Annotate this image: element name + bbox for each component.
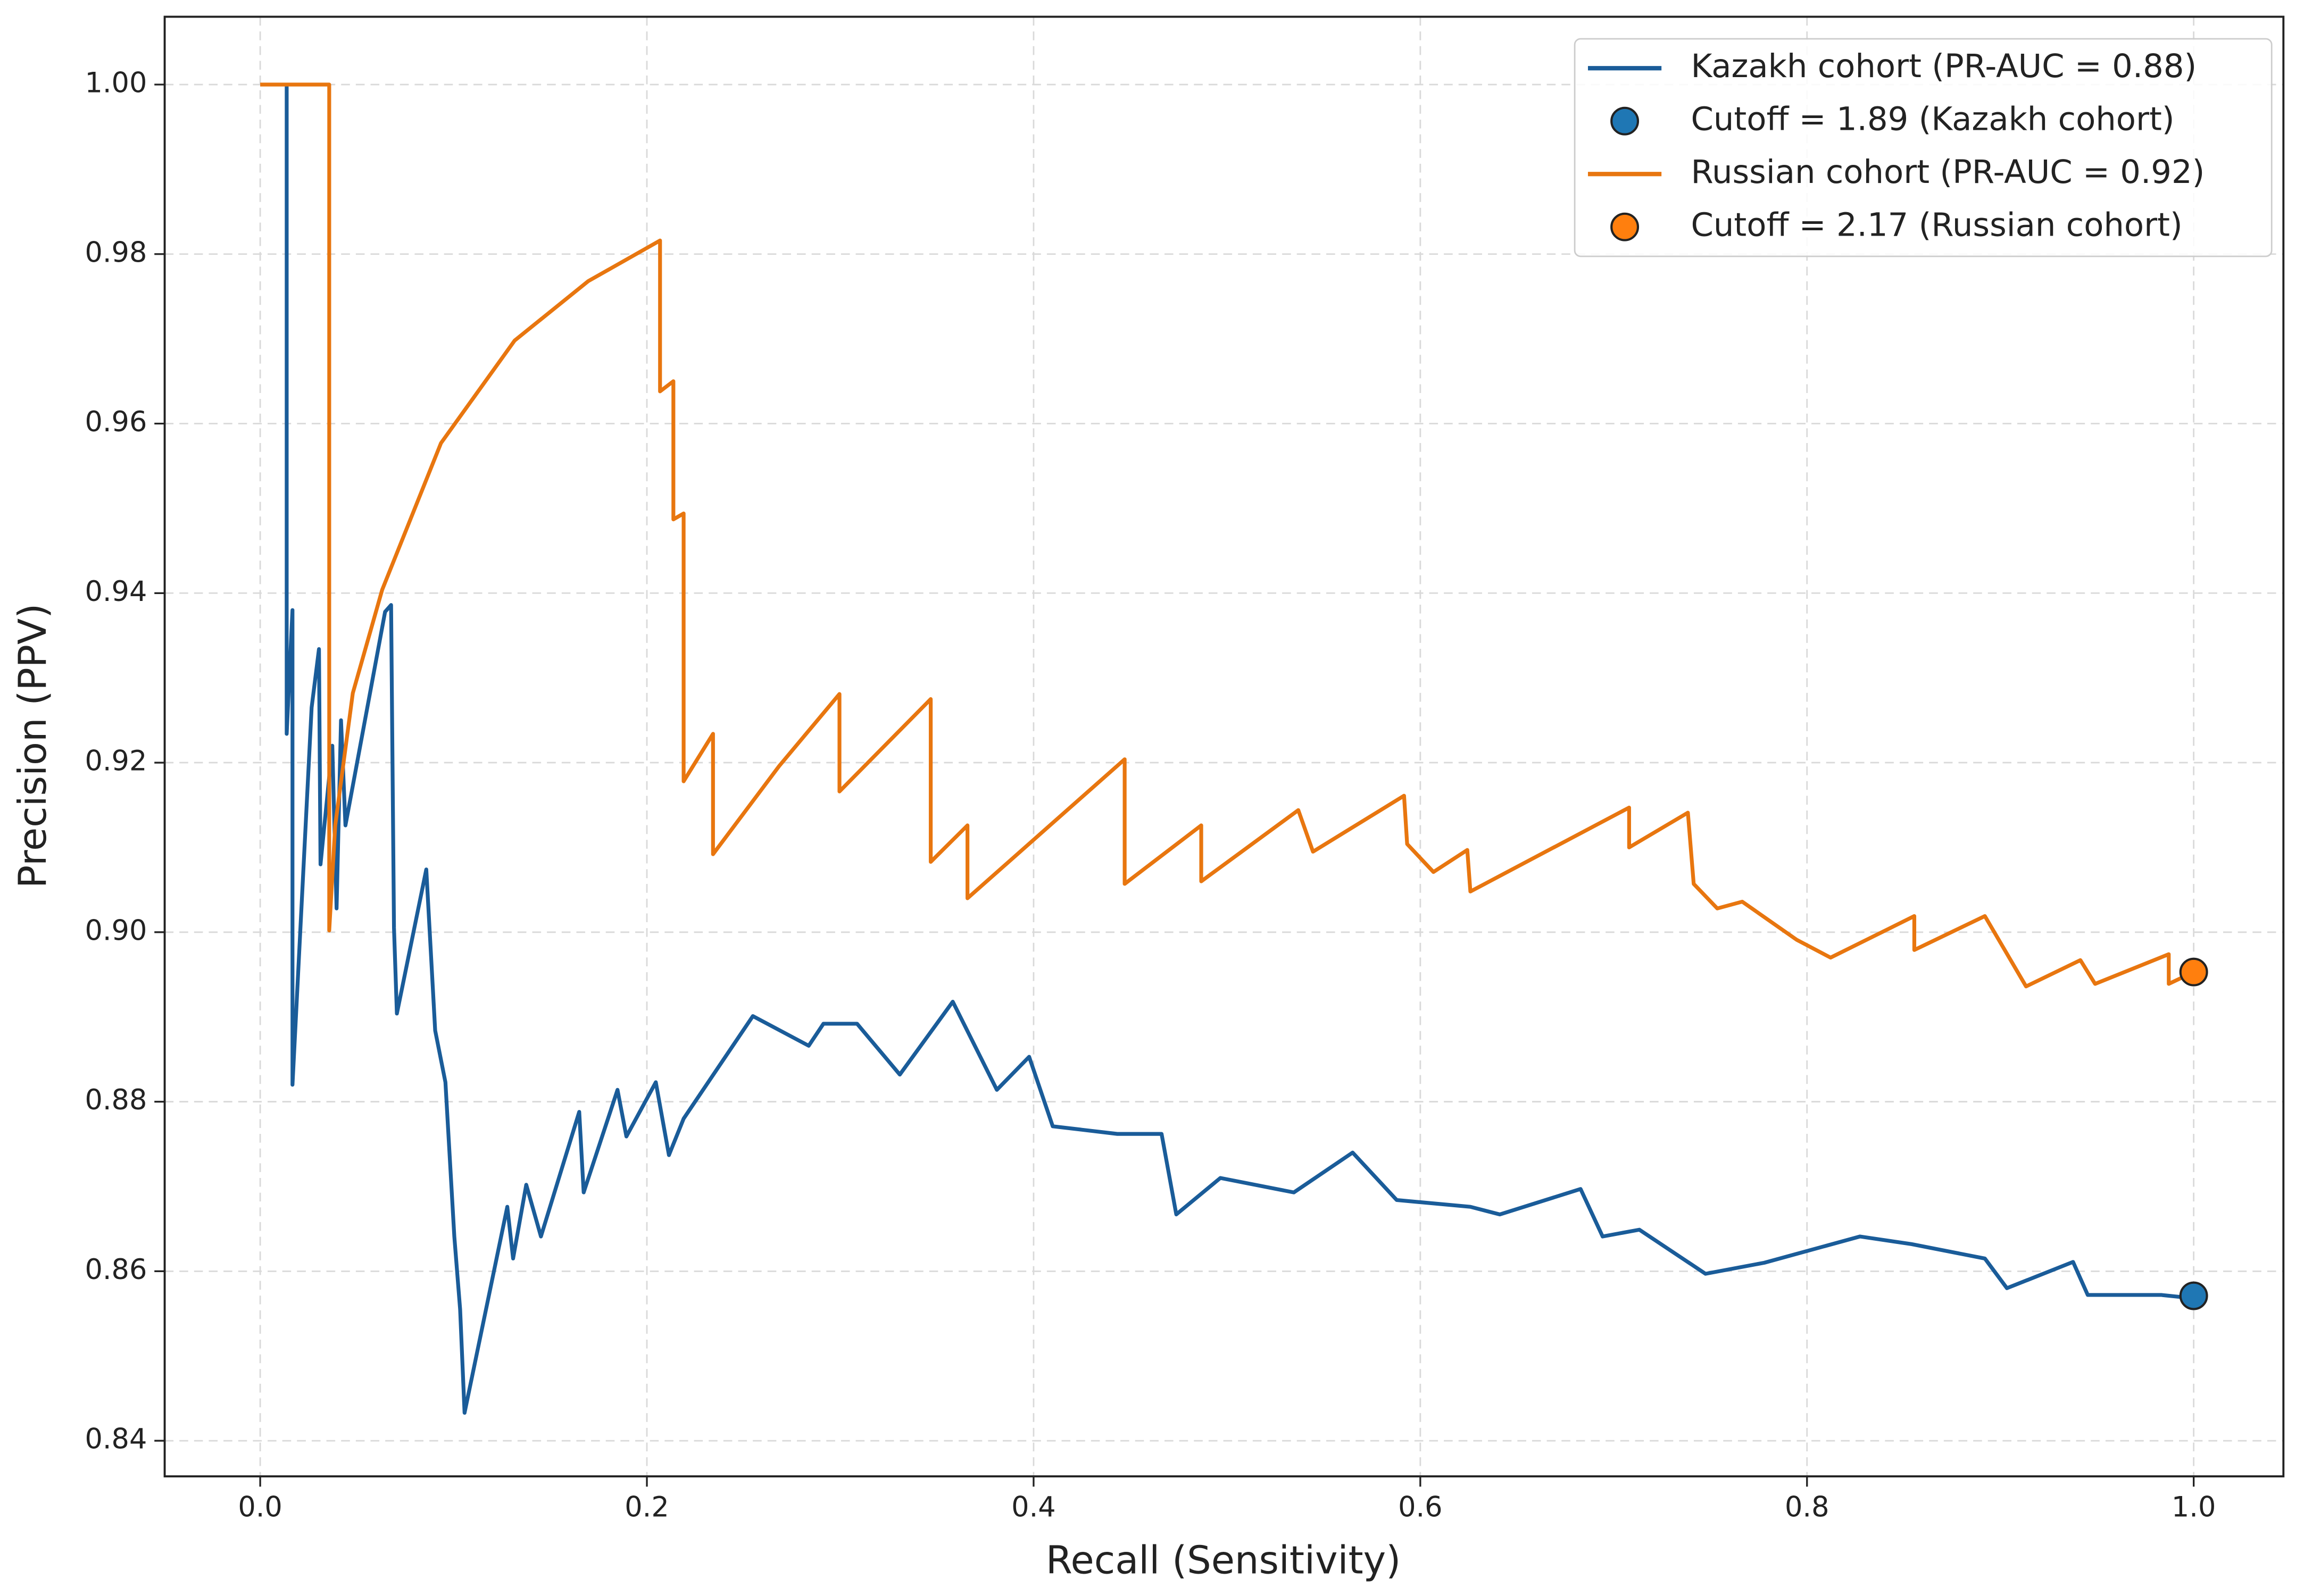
y-tick-label: 0.90 <box>85 914 147 947</box>
legend: Kazakh cohort (PR-AUC = 0.88) Cutoff = 1.… <box>1574 38 2273 257</box>
legend-marker <box>1610 212 1640 241</box>
series-line <box>285 84 2194 1415</box>
legend-box <box>1574 38 2273 257</box>
cutoff-marker <box>2179 957 2208 987</box>
legend-marker <box>1610 106 1640 136</box>
legend-label: Cutoff = 1.89 (Kazakh cohort) <box>1691 101 2174 138</box>
x-axis-label: Recall (Sensitivity) <box>1046 1538 1401 1583</box>
y-tick-label: 0.94 <box>85 575 147 608</box>
y-tick-label: 0.98 <box>85 236 147 269</box>
y-axis-label: Precision (PPV) <box>10 604 55 888</box>
x-tick-label: 0.2 <box>625 1491 669 1523</box>
y-tick-label: 0.86 <box>85 1254 147 1286</box>
y-tick-label: 0.88 <box>85 1084 147 1116</box>
cutoff-marker <box>2179 1281 2208 1310</box>
legend-label: Cutoff = 2.17 (Russian cohort) <box>1691 206 2182 244</box>
x-tick-label: 0.8 <box>1785 1491 1829 1523</box>
series-line <box>260 82 2195 989</box>
plot-frame <box>163 15 2285 1477</box>
x-tick-label: 0.0 <box>238 1491 282 1523</box>
legend-label: Kazakh cohort (PR-AUC = 0.88) <box>1691 48 2197 85</box>
y-tick-label: 0.84 <box>85 1423 147 1456</box>
x-tick-label: 1.0 <box>2172 1491 2216 1523</box>
y-tick-label: 1.00 <box>85 67 147 99</box>
x-tick-label: 0.4 <box>1011 1491 1056 1523</box>
x-tick-label: 0.6 <box>1398 1491 1443 1523</box>
legend-label: Russian cohort (PR-AUC = 0.92) <box>1691 154 2205 191</box>
y-tick-label: 0.96 <box>85 406 147 438</box>
y-tick-label: 0.92 <box>85 745 147 778</box>
